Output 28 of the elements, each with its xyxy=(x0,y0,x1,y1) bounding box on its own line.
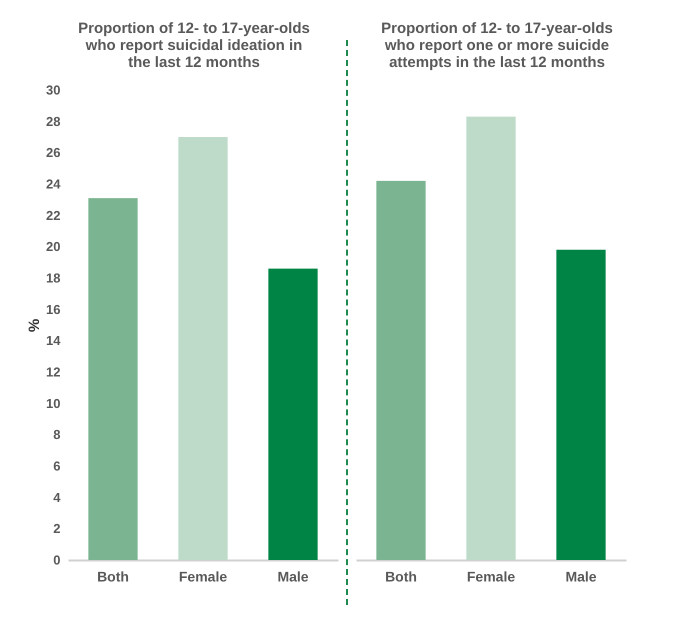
bar xyxy=(268,268,318,560)
y-tick-label: 2 xyxy=(53,521,60,536)
bar xyxy=(88,198,138,560)
y-tick-label: 22 xyxy=(46,208,60,223)
chart-title: Proportion of 12- to 17-year-olds who report one or more suicide attempts in the last 12 months xyxy=(380,20,614,71)
y-tick-label: 24 xyxy=(46,176,62,192)
y-tick-label: 20 xyxy=(46,239,60,254)
chart-title: Proportion of 12- to 17-year-olds who report suicidal ideation in the last 12 months xyxy=(77,20,311,71)
y-tick-label: 4 xyxy=(53,490,62,505)
y-tick-label: 0 xyxy=(53,552,60,568)
y-tick-label: 12 xyxy=(46,364,60,380)
y-axis-title: % xyxy=(26,318,44,332)
y-tick-label: 18 xyxy=(46,270,60,286)
x-tick-label: Female xyxy=(178,568,228,584)
y-tick-label: 14 xyxy=(46,333,62,348)
x-tick-label: Male xyxy=(565,568,597,584)
x-tick-label: Both xyxy=(385,568,417,584)
x-tick-label: Both xyxy=(97,568,129,584)
y-tick-label: 26 xyxy=(46,145,60,160)
x-tick-label: Female xyxy=(466,568,516,584)
y-tick-label: 6 xyxy=(53,458,60,474)
y-tick-label: 8 xyxy=(53,427,60,442)
y-tick-label: 10 xyxy=(46,396,60,411)
bar xyxy=(178,137,228,560)
y-tick-label: 28 xyxy=(46,114,60,129)
y-tick-label: 16 xyxy=(46,302,60,317)
y-tick-label: 30 xyxy=(46,82,60,98)
x-tick-label: Male xyxy=(277,568,309,584)
